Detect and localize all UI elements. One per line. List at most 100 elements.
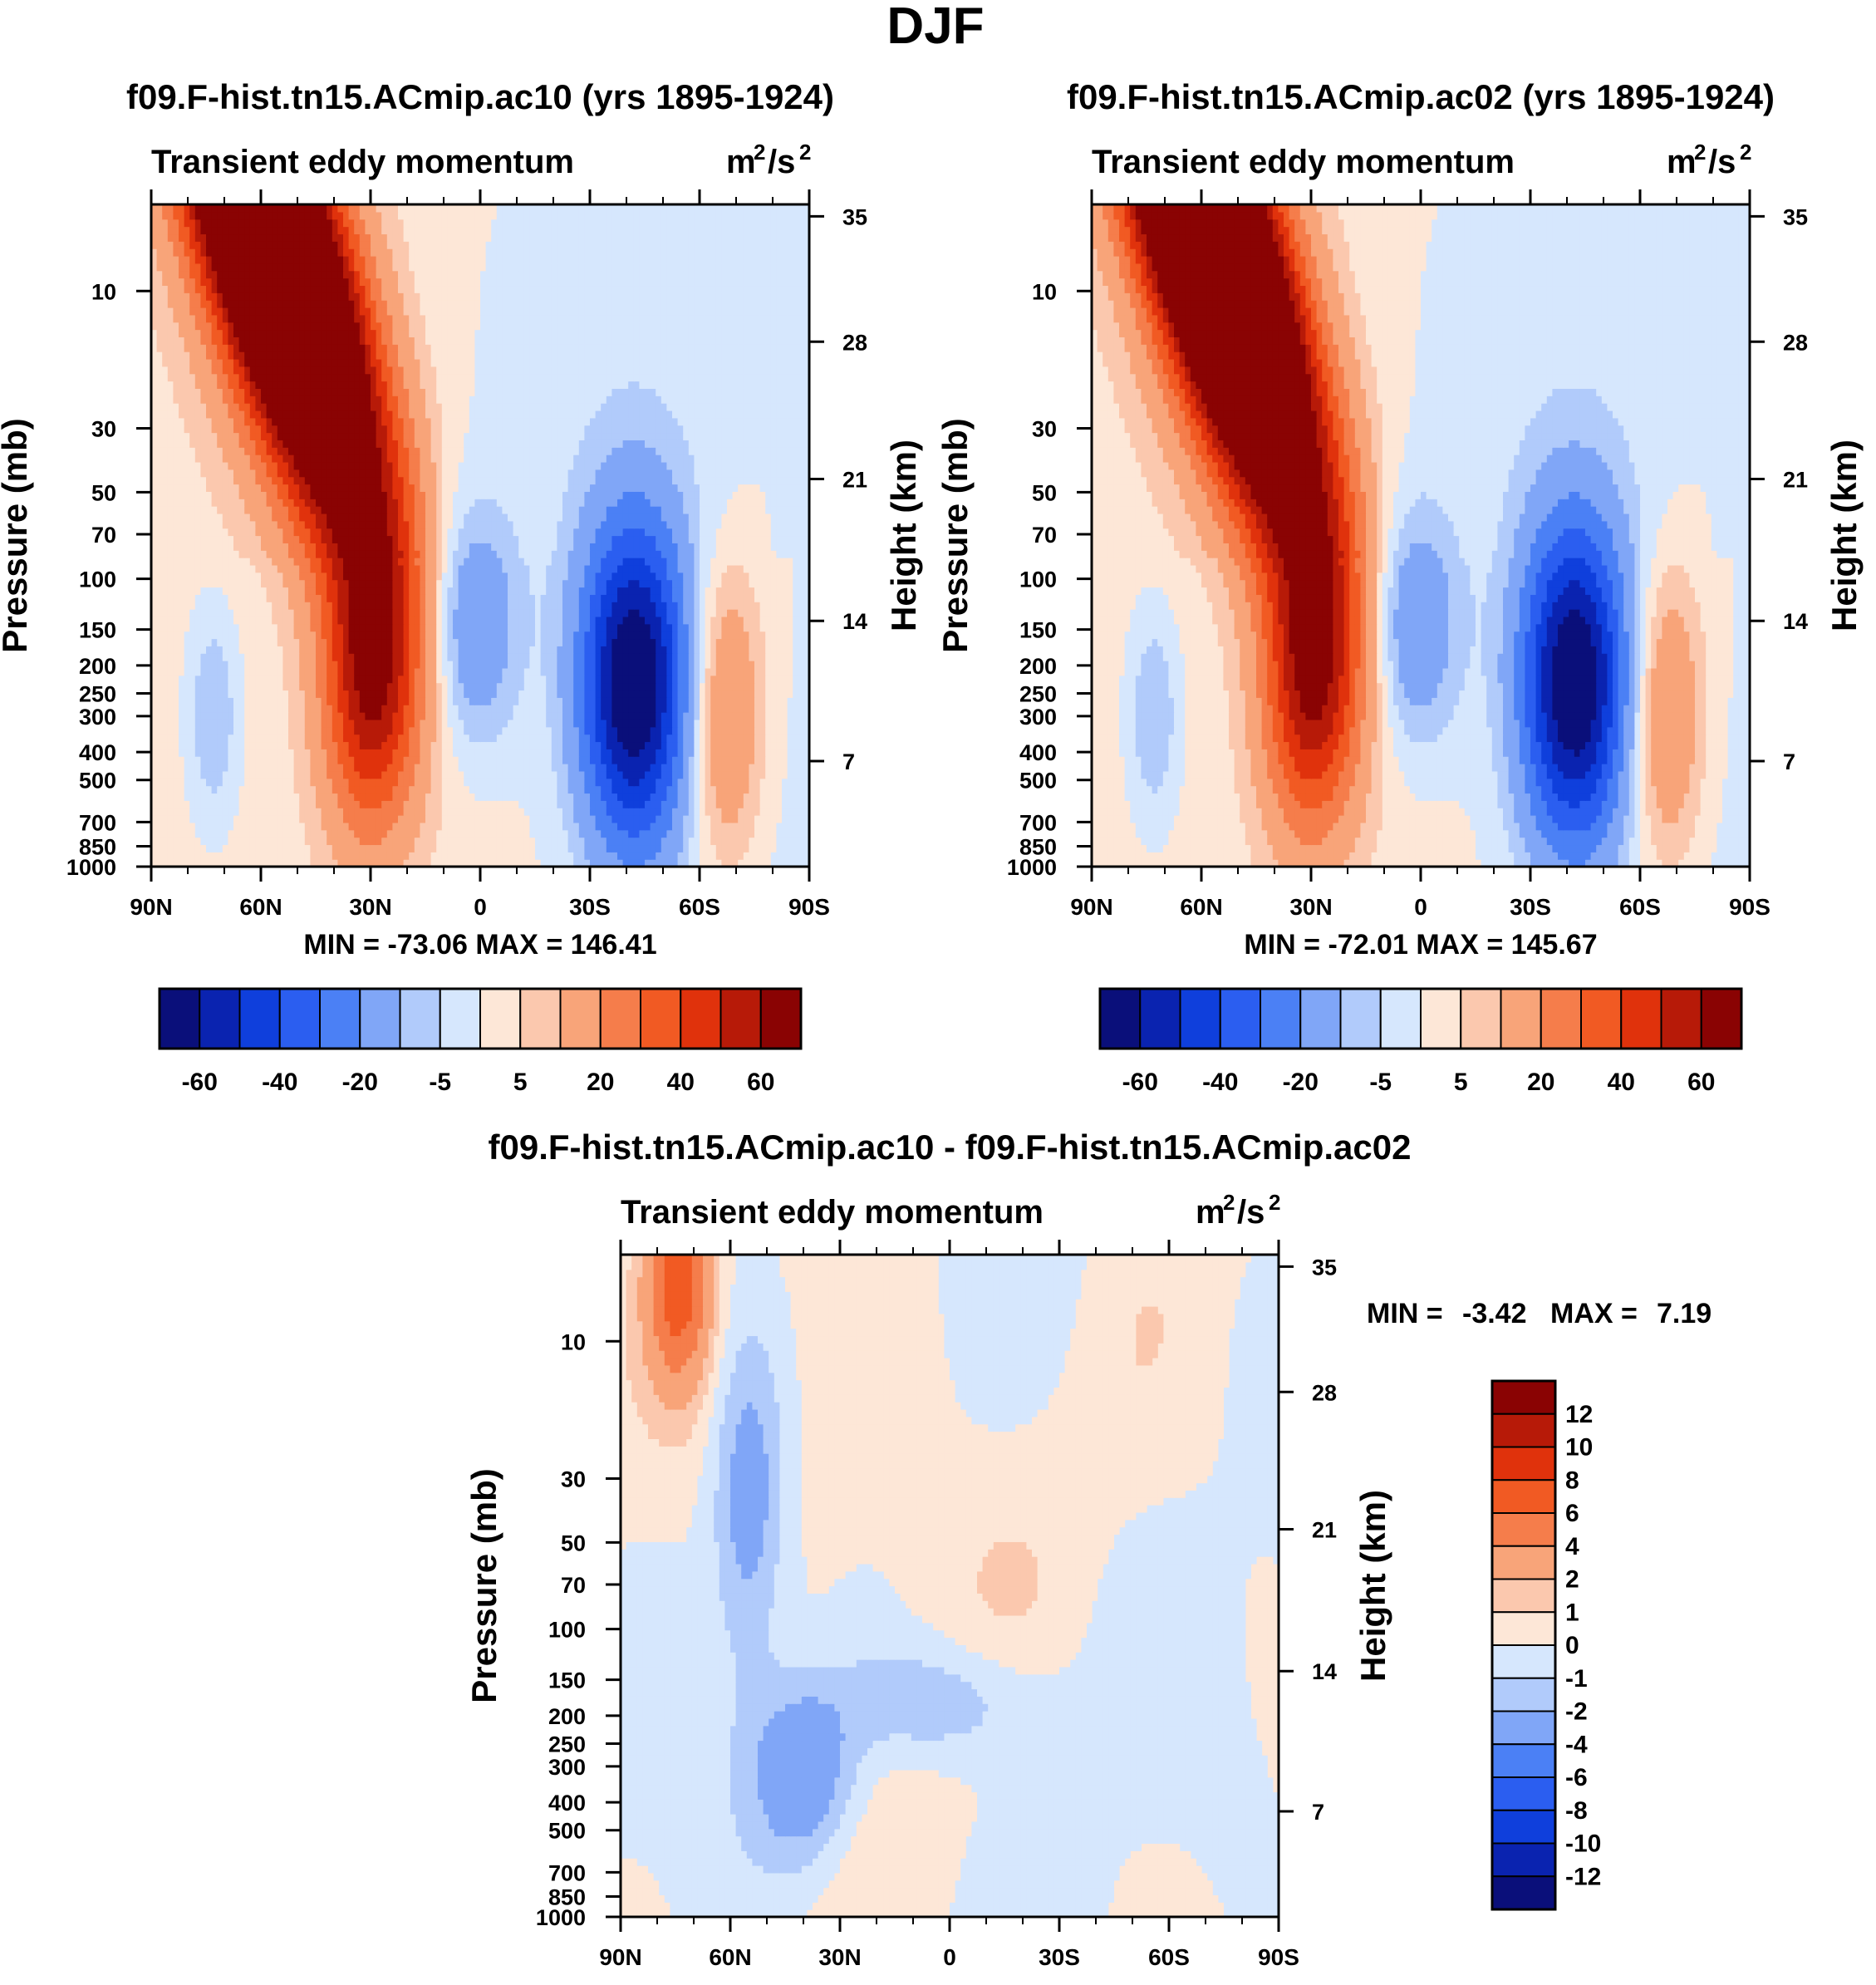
contour-cell (776, 829, 783, 838)
contour-cell (770, 749, 777, 757)
contour-cell (354, 690, 361, 698)
contour-cell (217, 697, 223, 705)
contour-cell (304, 705, 311, 713)
contour-cell (562, 623, 569, 632)
contour-cell (447, 734, 454, 743)
contour-cell (151, 653, 158, 661)
contour-cell (557, 764, 563, 772)
contour-cell (474, 734, 481, 743)
contour-cell (611, 822, 618, 831)
contour-cell (606, 859, 612, 867)
contour-cell (288, 712, 295, 720)
contour-cell (151, 697, 158, 705)
contour-cell (211, 785, 218, 794)
contour-cell (759, 564, 766, 573)
contour-cell (348, 572, 355, 581)
contour-cell (694, 667, 700, 676)
contour-cell (194, 837, 201, 846)
contour-cell (770, 785, 777, 794)
contour-cell (331, 837, 338, 846)
contour-cell (206, 800, 213, 808)
contour-cell (546, 690, 552, 698)
contour-cell (261, 815, 268, 823)
contour-cell (371, 837, 377, 846)
contour-cell (474, 572, 481, 581)
contour-cell (573, 793, 580, 801)
contour-cell (392, 785, 399, 794)
contour-cell (425, 859, 432, 867)
contour-cell (573, 844, 580, 852)
contour-cell (645, 653, 651, 661)
contour-cell (601, 572, 607, 581)
contour-cell (557, 564, 563, 573)
contour-cell (721, 623, 728, 632)
contour-cell (156, 852, 163, 860)
contour-cell (535, 646, 542, 654)
contour-cell (523, 697, 530, 705)
contour-cell (194, 564, 201, 573)
contour-cell (540, 808, 547, 816)
contour-cell (754, 616, 761, 625)
contour-cell (732, 690, 739, 698)
contour-cell (371, 602, 377, 610)
contour-cell (249, 667, 256, 676)
contour-cell (282, 661, 289, 669)
contour-cell (458, 690, 464, 698)
contour-cell (633, 785, 640, 794)
contour-cell (255, 852, 262, 860)
contour-cell (573, 808, 580, 816)
contour-cell (184, 616, 190, 625)
contour-cell (392, 808, 399, 816)
contour-cell (441, 558, 448, 566)
contour-cell (793, 785, 799, 794)
contour-cell (535, 800, 542, 808)
contour-cell (694, 764, 700, 772)
contour-cell (474, 749, 481, 757)
contour-cell (238, 594, 245, 602)
contour-cell (480, 690, 487, 698)
contour-cell (321, 646, 327, 654)
contour-cell (721, 705, 728, 713)
contour-cell (414, 667, 420, 676)
contour-cell (184, 785, 190, 794)
contour-cell (529, 587, 536, 595)
contour-cell (677, 785, 684, 794)
contour-cell (601, 697, 607, 705)
contour-cell (348, 631, 355, 640)
contour-cell (376, 616, 382, 625)
contour-cell (759, 837, 766, 846)
contour-cell (759, 697, 766, 705)
contour-cell (244, 844, 251, 852)
contour-cell (381, 653, 388, 661)
contour-cell (715, 815, 722, 823)
contour-cell (715, 587, 722, 595)
contour-cell (222, 778, 228, 787)
contour-cell (238, 852, 245, 860)
contour-cell (567, 667, 574, 676)
contour-cell (622, 756, 629, 764)
contour-cell (639, 667, 646, 676)
contour-cell (688, 815, 695, 823)
contour-cell (661, 564, 667, 573)
contour-cell (803, 822, 810, 831)
contour-cell (337, 594, 344, 602)
contour-cell (743, 741, 749, 749)
contour-cell (540, 697, 547, 705)
contour-cell (184, 859, 190, 867)
contour-cell (611, 579, 618, 588)
contour-cell (595, 778, 602, 787)
contour-cell (365, 667, 371, 676)
contour-cell (453, 705, 459, 713)
contour-cell (705, 587, 711, 595)
contour-cell (611, 764, 618, 772)
contour-cell (321, 822, 327, 831)
contour-cell (343, 844, 350, 852)
contour-cell (700, 756, 706, 764)
contour-cell (436, 594, 443, 602)
contour-cell (540, 609, 547, 617)
contour-cell (392, 623, 399, 632)
contour-cell (601, 609, 607, 617)
contour-cell (622, 815, 629, 823)
contour-cell (650, 690, 656, 698)
contour-cell (348, 564, 355, 573)
